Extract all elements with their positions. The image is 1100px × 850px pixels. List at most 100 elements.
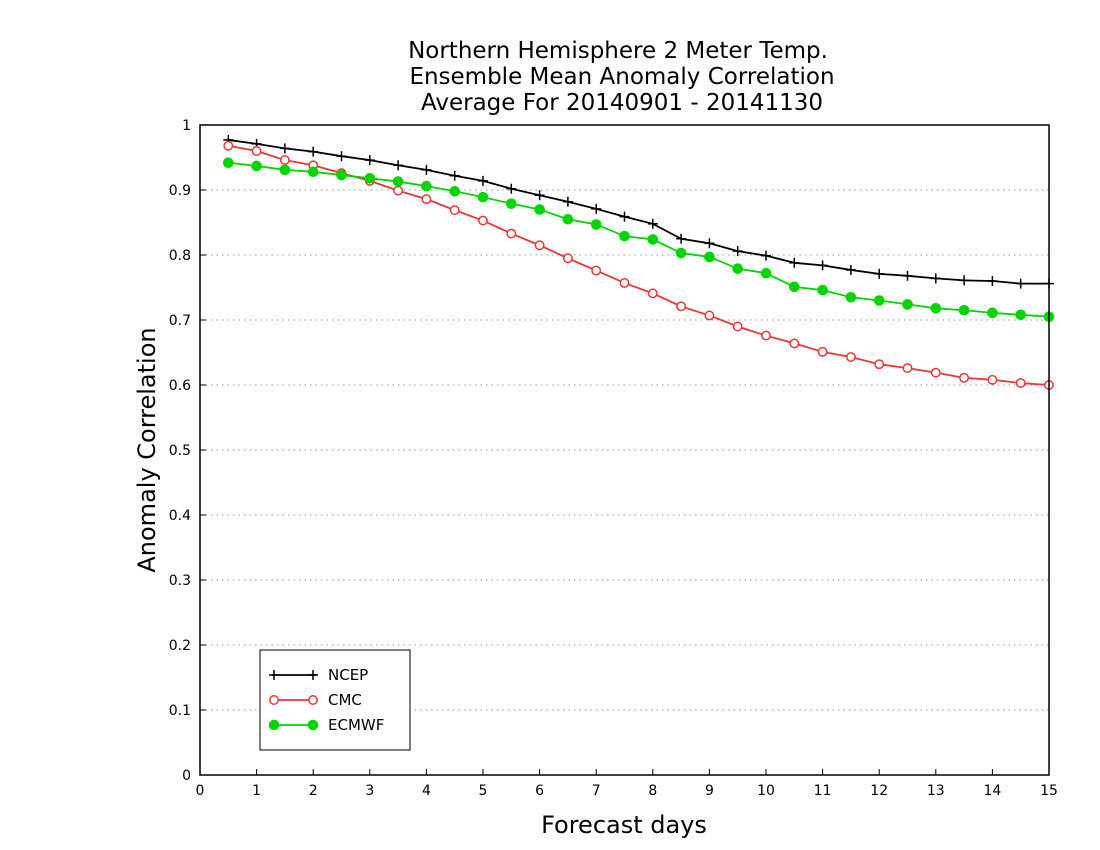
data-point-ecmwf (873, 295, 885, 306)
data-point-ncep (647, 218, 658, 229)
data-point-ecmwf (732, 263, 744, 274)
data-point-cmc (676, 301, 687, 312)
legend-marker-start (269, 695, 279, 705)
legend-marker-end (308, 670, 318, 680)
data-point-ncep (506, 183, 517, 194)
x-tick-label: 9 (705, 783, 714, 799)
data-point-ncep (478, 175, 488, 186)
data-point-ecmwf (987, 307, 998, 319)
data-point-ecmwf (930, 303, 942, 314)
x-tick-label: 8 (648, 783, 657, 799)
legend-item-ncep: NCEP (269, 666, 368, 684)
legend-label: CMC (328, 691, 362, 709)
x-tick-label: 0 (196, 783, 205, 799)
data-point-ecmwf (562, 213, 574, 225)
x-tick-label: 3 (365, 783, 374, 799)
data-point-cmc (449, 205, 460, 216)
data-point-ecmwf (392, 176, 404, 187)
data-point-cmc (619, 278, 630, 288)
x-tick-label: 11 (814, 783, 832, 799)
data-point-cmc (421, 194, 432, 205)
data-point-cmc (874, 359, 885, 370)
data-point-ncep (732, 246, 743, 257)
x-tick-label: 10 (757, 783, 775, 799)
y-tick-label: 1 (182, 118, 191, 134)
x-tick-label: 12 (870, 783, 888, 799)
data-point-ncep (421, 164, 432, 175)
x-tick-label: 1 (252, 783, 261, 799)
legend-label: NCEP (328, 666, 368, 684)
data-point-cmc (704, 310, 715, 321)
x-tick-label: 7 (592, 783, 601, 799)
data-point-ncep (789, 257, 800, 268)
legend-marker-start (268, 719, 280, 731)
data-point-cmc (817, 346, 828, 357)
data-point-ncep (279, 143, 290, 154)
y-tick-label: 0.2 (169, 638, 191, 654)
data-point-cmc (591, 265, 602, 276)
data-point-ecmwf (590, 219, 602, 230)
data-point-ncep (987, 276, 998, 286)
data-point-ecmwf (449, 186, 461, 197)
data-point-ecmwf (336, 169, 347, 181)
x-tick-label: 13 (927, 783, 945, 799)
axis-ticks: 0 1 2 3 4 5 6 7 8 9 10 11 12 13 14 1500.10.20.30.40.50.… (169, 118, 1058, 799)
x-tick-label: 5 (479, 783, 488, 799)
data-point-ecmwf (789, 281, 800, 293)
data-point-ecmwf (845, 291, 857, 303)
series-line-ecmwf (228, 161, 1050, 318)
data-point-cmc (959, 372, 970, 383)
data-point-ecmwf (902, 299, 913, 310)
series-layer (223, 134, 1055, 390)
data-point-ecmwf (223, 157, 234, 168)
data-point-ncep (534, 190, 545, 201)
data-point-cmc (732, 321, 743, 332)
data-point-ncep (874, 268, 885, 279)
data-point-ecmwf (647, 234, 659, 245)
data-point-cmc (845, 352, 856, 362)
data-point-cmc (987, 374, 998, 385)
series-ecmwf (223, 157, 1055, 323)
series-line-cmc (228, 144, 1050, 386)
y-tick-label: 0 (182, 768, 191, 784)
data-point-ecmwf (675, 247, 687, 259)
data-point-ncep (619, 211, 630, 222)
legend-label: ECMWF (328, 716, 384, 734)
data-point-cmc (506, 228, 517, 239)
data-point-ecmwf (307, 166, 319, 178)
data-point-cmc (251, 146, 262, 156)
legend-marker-end (307, 719, 319, 731)
chart-title-line-3: Average For 20140901 - 20141130 (421, 90, 823, 116)
data-point-cmc (1015, 378, 1026, 388)
series-cmc (223, 140, 1054, 390)
legend: NCEP CMC ECMWF (259, 649, 411, 751)
chart-title: Northern Hemisphere 2 Meter Temp. Ensemb… (408, 38, 834, 116)
data-point-ecmwf (534, 204, 545, 215)
data-point-ecmwf (619, 230, 630, 242)
data-point-cmc (930, 367, 941, 378)
x-tick-label: 6 (535, 783, 544, 799)
data-point-ncep (336, 151, 347, 162)
data-point-cmc (279, 155, 290, 166)
data-point-ecmwf (1015, 309, 1027, 321)
x-tick-label: 15 (1040, 783, 1058, 799)
y-tick-label: 0.8 (169, 248, 191, 264)
data-point-ncep (591, 203, 602, 214)
y-tick-label: 0.7 (169, 313, 191, 329)
series-ncep (223, 134, 1054, 289)
data-point-cmc (534, 240, 545, 251)
data-point-ecmwf (958, 304, 970, 316)
y-tick-label: 0.3 (169, 573, 191, 589)
data-point-cmc (761, 330, 771, 341)
data-point-ncep (704, 238, 715, 249)
gridlines (200, 189, 1049, 711)
x-tick-label: 2 (309, 783, 318, 799)
legend-item-ecmwf: ECMWF (268, 716, 384, 734)
y-tick-label: 0.1 (169, 703, 191, 719)
data-point-ncep (308, 146, 319, 157)
chart-title-line-1: Northern Hemisphere 2 Meter Temp. (408, 38, 828, 64)
chart-title-line-2: Ensemble Mean Anomaly Correlation (409, 64, 834, 90)
data-point-cmc (647, 288, 658, 299)
data-point-ncep (817, 260, 828, 271)
